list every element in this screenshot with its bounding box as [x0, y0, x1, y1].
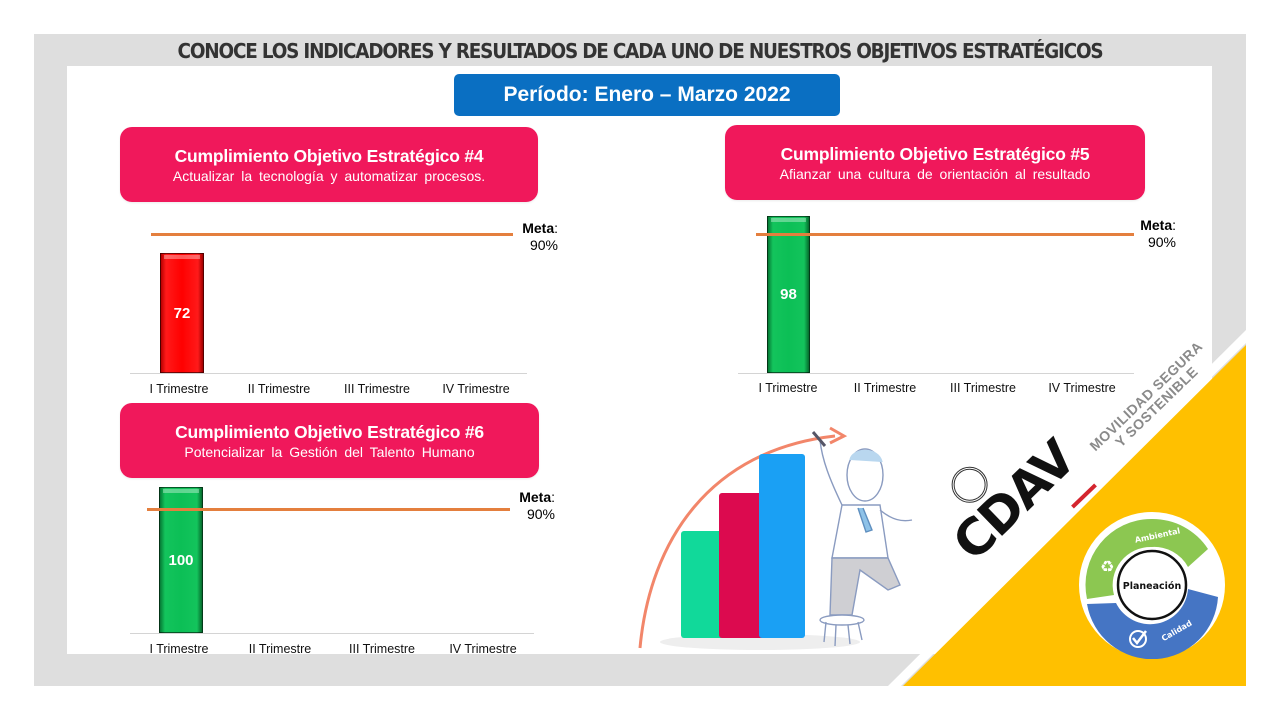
objective-4-header: Cumplimiento Objetivo Estratégico #4 Act… — [120, 127, 538, 202]
objective-6-header: Cumplimiento Objetivo Estratégico #6 Pot… — [120, 403, 539, 478]
planning-cycle-badge: Planeación Ambiental Calidad ♻ — [1079, 512, 1225, 659]
chart-5-bar-label: 98 — [780, 286, 797, 303]
chart-4-bar-label: 72 — [173, 304, 191, 322]
chart-6-xlabel-q2: II Trimestre — [248, 642, 312, 656]
svg-text:♻: ♻ — [1100, 557, 1114, 576]
chart-4-xlabel-q4: IV Trimestre — [442, 382, 510, 396]
chart-4-bar-q1: 72 — [160, 253, 204, 373]
objective-6-subtitle: Potencializar la Gestión del Talento Hum… — [184, 444, 475, 460]
period-badge: Período: Enero – Marzo 2022 — [454, 74, 840, 116]
chart-5-xlabel-q2: II Trimestre — [853, 381, 917, 395]
chart-4-xlabel-q2: II Trimestre — [247, 382, 311, 396]
chart-6-meta-line — [147, 508, 510, 511]
objective-5-title: Cumplimiento Objetivo Estratégico #5 — [780, 144, 1090, 164]
chart-6-x-axis — [130, 633, 534, 634]
chart-6-bar-label: 100 — [168, 551, 194, 569]
chart-5-xlabel-q4: IV Trimestre — [1048, 381, 1116, 395]
chart-4-x-axis — [130, 373, 527, 374]
page-title: CONOCE LOS INDICADORES Y RESULTADOS DE C… — [177, 39, 1104, 63]
chart-4-xlabel-q3: III Trimestre — [344, 382, 410, 396]
growth-illustration — [638, 426, 913, 650]
svg-text:Planeación: Planeación — [1123, 581, 1182, 592]
chart-4-meta-label: Meta: 90% — [522, 220, 558, 253]
chart-5-meta-label: Meta: 90% — [1140, 217, 1176, 250]
chart-5-bar-q1: 98 — [767, 216, 810, 373]
chart-6-xlabel-q3: III Trimestre — [349, 642, 415, 656]
chart-6-xlabel-q4: IV Trimestre — [449, 642, 517, 656]
objective-4-subtitle: Actualizar la tecnología y automatizar p… — [172, 168, 486, 184]
objective-5-header: Cumplimiento Objetivo Estratégico #5 Afi… — [725, 125, 1145, 200]
chart-4-xlabel-q1: I Trimestre — [149, 382, 209, 396]
chart-4-meta-line — [151, 233, 513, 236]
chart-5-x-axis — [738, 373, 1134, 374]
chart-6-bar-q1: 100 — [159, 487, 203, 633]
chart-5-meta-line — [756, 233, 1134, 236]
objective-5-subtitle: Afianzar una cultura de orientación al r… — [779, 166, 1091, 182]
objective-6-title: Cumplimiento Objetivo Estratégico #6 — [175, 422, 484, 442]
objective-4-title: Cumplimiento Objetivo Estratégico #4 — [174, 146, 484, 166]
chart-5-xlabel-q3: III Trimestre — [950, 381, 1016, 395]
chart-6-meta-label: Meta: 90% — [519, 489, 555, 522]
chart-5-xlabel-q1: I Trimestre — [758, 381, 818, 395]
chart-6-xlabel-q1: I Trimestre — [149, 642, 209, 656]
